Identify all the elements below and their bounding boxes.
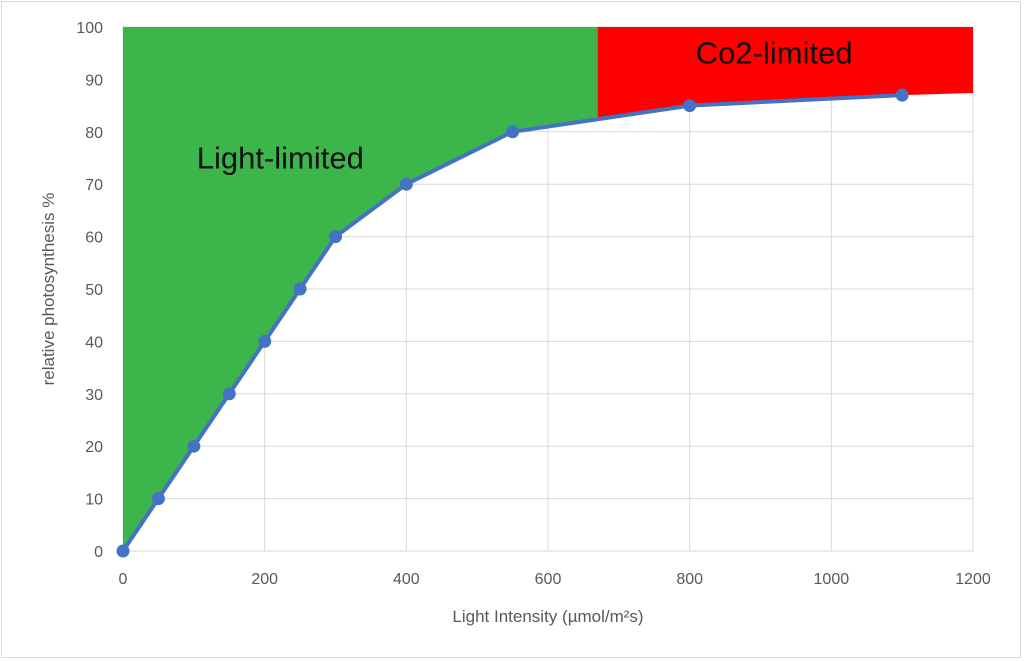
x-tick-label: 0	[119, 571, 128, 588]
data-point	[222, 387, 236, 401]
y-tick-label: 30	[85, 387, 103, 404]
data-point	[399, 177, 413, 191]
data-point	[683, 99, 697, 113]
x-tick-label: 1200	[955, 571, 991, 588]
data-point	[293, 282, 307, 296]
y-tick-label: 90	[85, 72, 103, 89]
y-axis-title: relative photosynthesis %	[39, 193, 58, 386]
co2-limited-label: Co2-limited	[696, 36, 853, 71]
y-tick-label: 60	[85, 230, 103, 247]
x-tick-label: 800	[676, 571, 703, 588]
data-point	[258, 334, 272, 348]
y-tick-label: 10	[85, 492, 103, 509]
y-tick-label: 20	[85, 439, 103, 456]
y-tick-label: 50	[85, 282, 103, 299]
data-point	[187, 439, 201, 453]
data-series	[116, 88, 909, 558]
x-tick-label: 200	[251, 571, 278, 588]
y-tick-label: 40	[85, 334, 103, 351]
data-point	[151, 492, 165, 506]
x-tick-label: 1000	[814, 571, 850, 588]
y-tick-label: 80	[85, 125, 103, 142]
y-tick-label: 100	[76, 20, 103, 37]
region-labels: Light-limited Co2-limited	[197, 36, 853, 176]
light-limited-region	[123, 27, 598, 551]
data-point	[895, 88, 909, 102]
x-tick-label: 600	[535, 571, 562, 588]
y-tick-label: 0	[94, 544, 103, 561]
x-tick-label: 400	[393, 571, 420, 588]
x-axis-title: Light Intensity (µmol/m²s)	[452, 607, 643, 626]
data-point	[329, 230, 342, 244]
data-point	[506, 125, 520, 139]
light-limited-label: Light-limited	[197, 140, 364, 175]
y-tick-label: 70	[85, 177, 103, 194]
data-point	[116, 544, 130, 558]
